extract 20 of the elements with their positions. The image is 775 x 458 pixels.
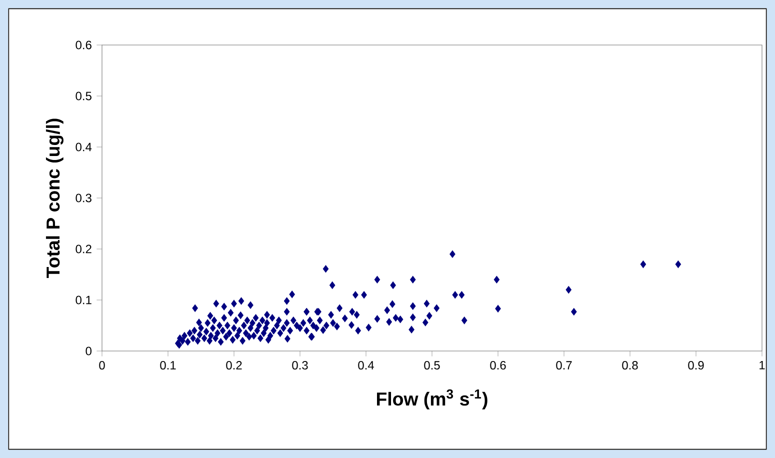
y-tick-label: 0.4	[76, 142, 92, 152]
x-tick-label: 0.9	[688, 361, 704, 370]
x-tick-label: 0.5	[424, 361, 440, 370]
x-tick-label: 0.7	[556, 361, 572, 370]
y-tick-label: 0.6	[76, 40, 92, 50]
x-tick-label: 0	[99, 361, 105, 370]
x-tick-label: 0.8	[622, 361, 638, 370]
y-tick-label: 0.3	[76, 194, 92, 202]
x-tick-label: 0.4	[358, 361, 374, 370]
x-tick-label: 0.1	[160, 361, 176, 370]
x-tick-label: 1	[760, 361, 765, 370]
y-tick-label: 0.1	[76, 296, 92, 304]
x-tick-label: 0.6	[490, 361, 506, 370]
x-tick-label: 0.2	[226, 361, 242, 370]
y-axis-title: Total P conc (ug/l)	[46, 118, 64, 278]
y-tick-label: 0.2	[76, 244, 92, 254]
y-tick-label: 0	[86, 346, 92, 356]
y-tick-label: 0.5	[76, 92, 92, 100]
x-axis-title: Flow (m$^{3}$ s$^{-1}$)	[377, 389, 488, 410]
x-tick-label: 0.3	[292, 361, 308, 370]
